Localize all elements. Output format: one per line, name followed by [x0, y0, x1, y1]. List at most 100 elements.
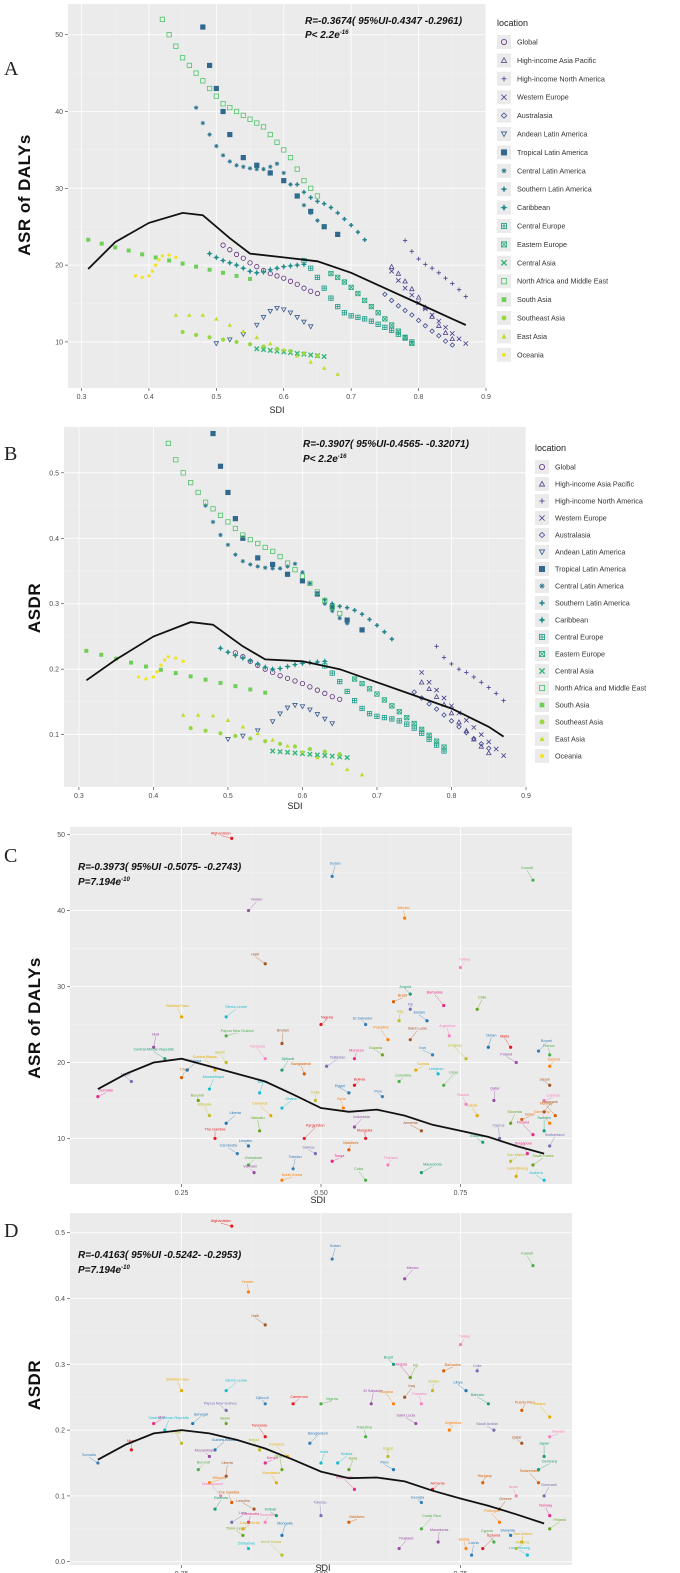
country-label-iraq: Iraq — [397, 1010, 404, 1014]
point-oceania — [155, 670, 158, 673]
country-label-benin: Benin — [215, 1050, 225, 1054]
point-central-latin-america — [309, 211, 313, 215]
country-label-israel: Israel — [509, 1485, 518, 1489]
x-tick-label-a: 0.6 — [279, 394, 289, 401]
country-label-el-salvador: El Salvador — [353, 1016, 373, 1020]
country-label-kuwait: Kuwait — [521, 866, 533, 870]
y-tick-label-c: 50 — [57, 832, 65, 839]
country-label-tokelau: Tokelau — [313, 1501, 326, 1505]
point-central-latin-america — [302, 203, 306, 207]
country-label-the-gambia: The Gambia — [218, 1490, 240, 1494]
country-label-afghanistan: Afghanistan — [211, 1219, 231, 1223]
country-label-saudi-arabia: Saudi Arabia — [476, 1422, 498, 1426]
country-point-comoros — [269, 1114, 272, 1117]
country-point-sierra-leone — [225, 1015, 228, 1018]
country-point-tokelau — [319, 1514, 322, 1517]
country-point-slovenia — [509, 1534, 512, 1537]
y-tick-label-d: 0.1 — [55, 1493, 65, 1500]
country-label-jordan: Jordan — [413, 1011, 425, 1015]
country-label-bangladesh: Bangladesh — [291, 1062, 311, 1066]
country-label-angola: Angola — [399, 985, 412, 989]
legend-label-australasia: Australasia — [517, 111, 553, 120]
y-tick-label-a: 40 — [55, 109, 63, 116]
country-label-denmark: Denmark — [542, 1100, 558, 1104]
country-label-georgia: Georgia — [411, 1495, 425, 1499]
country-point-turkey — [459, 1343, 462, 1346]
legend-key-bg — [535, 528, 549, 542]
x-tick-label-a: 0.4 — [144, 394, 154, 401]
country-label-japan: Japan — [539, 1441, 549, 1445]
country-label-cuba: Cuba — [354, 1167, 364, 1171]
point-south-asia — [154, 255, 158, 259]
y-tick-label-c: 40 — [57, 908, 65, 915]
country-label-djibouti: Djibouti — [256, 1396, 269, 1400]
country-label-tajikistan: Tajikistan — [330, 1055, 346, 1059]
country-label-latvia: Latvia — [469, 1541, 480, 1545]
point-south-asia — [113, 245, 117, 249]
country-point-vietnam — [252, 1171, 255, 1174]
country-label-kiribati: Kiribati — [265, 1508, 277, 1512]
country-label-nigeria: Nigeria — [326, 1397, 339, 1401]
country-label-bahrain: Bahrain — [471, 1393, 484, 1397]
country-point-burkina-faso — [180, 1389, 183, 1392]
country-point-brunei — [537, 1049, 540, 1052]
legend-label-global: Global — [555, 463, 576, 472]
country-label-argentina: Argentina — [439, 1024, 456, 1028]
country-point-maldives — [347, 1521, 350, 1524]
country-point-macedonia — [420, 1171, 423, 1174]
legend-label-global: Global — [517, 38, 538, 47]
country-point-lesotho — [247, 1144, 250, 1147]
country-label-andorra: Andorra — [515, 1541, 529, 1545]
country-point-france — [548, 1053, 551, 1056]
point-southeast-asia — [203, 729, 207, 733]
country-point-nigeria — [319, 1402, 322, 1405]
country-label-uruguay: Uruguay — [448, 1044, 462, 1048]
legend-label-central-latin-america: Central Latin America — [517, 166, 586, 175]
country-point-yemen — [247, 1290, 250, 1293]
country-label-chile: Chile — [478, 995, 487, 999]
legend-key-bg — [497, 35, 511, 49]
legend-label-high-income-asia-pacific: High-income Asia Pacific — [555, 480, 634, 489]
country-point-somalia — [96, 1461, 99, 1464]
point-tropical-latin-america — [207, 63, 211, 67]
country-point-indonesia — [353, 1488, 356, 1491]
country-label-mexico: Mexico — [398, 906, 410, 910]
country-point-jordan — [425, 1019, 428, 1022]
point-southeast-asia — [263, 739, 267, 743]
country-label-nigeria: Nigeria — [321, 1015, 334, 1019]
country-label-panama: Panama — [412, 1392, 427, 1396]
legend-label-oceania: Oceania — [555, 752, 582, 761]
country-label-tokelau: Tokelau — [289, 1155, 302, 1159]
y-axis-title-a: ASR of DALYs — [15, 134, 34, 256]
legend-key-tropical-latin-america — [539, 566, 544, 571]
point-southeast-asia — [248, 736, 252, 740]
country-point-mexico — [403, 917, 406, 920]
point-southeast-asia — [248, 342, 252, 346]
country-point-fiji — [409, 1376, 412, 1379]
y-axis-title-d: ASDR — [25, 1360, 44, 1410]
country-label-costa-rica: Costa Rica — [422, 1514, 441, 1518]
country-label-somalia: Somalia — [82, 1453, 97, 1457]
point-southeast-asia — [338, 752, 342, 756]
country-point-thailand — [386, 1163, 389, 1166]
legend-key-oceania — [502, 353, 506, 357]
point-central-latin-america — [234, 163, 238, 167]
stat-r-a: R=-0.3674( 95%UI-0.4347 -0.2961) — [305, 16, 463, 27]
country-label-lesotho: Lesotho — [236, 1499, 250, 1503]
point-southeast-asia — [323, 750, 327, 754]
country-point-indonesia — [353, 1125, 356, 1128]
country-label-singapore: Singapore — [515, 1142, 532, 1146]
point-central-latin-america — [201, 121, 205, 125]
country-point-finland — [531, 1133, 534, 1136]
legend-label-eastern-europe: Eastern Europe — [517, 240, 567, 249]
country-label-mongolia: Mongolia — [357, 1128, 373, 1132]
point-tropical-latin-america — [221, 109, 225, 113]
legend-key-bg — [535, 477, 549, 491]
panel-c: C ASR of DALYs 1020304050 0.25 0.50 0.75 A… — [4, 827, 572, 1205]
country-point-tonga — [331, 1160, 334, 1163]
legend-key-bg — [497, 127, 511, 141]
y-tick-label-d: 0.4 — [55, 1296, 65, 1303]
country-point-peru — [392, 1468, 395, 1471]
point-oceania — [157, 258, 160, 261]
point-central-latin-america — [285, 564, 289, 568]
